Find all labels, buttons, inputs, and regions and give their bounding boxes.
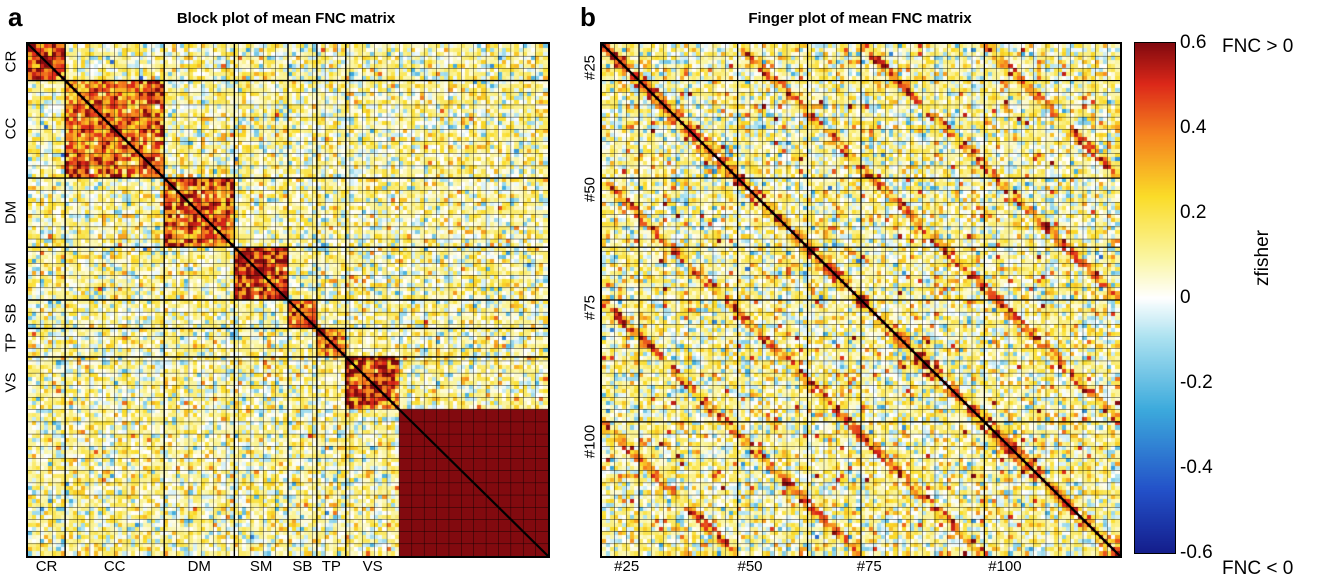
y-tick-label-dm: DM bbox=[2, 200, 20, 224]
colorbar-tick-label: -0.2 bbox=[1180, 372, 1213, 393]
diagonal-line bbox=[602, 44, 1120, 556]
x-tick-label-sm: SM bbox=[249, 558, 273, 575]
finger-x-tick-label: #25 bbox=[614, 558, 640, 575]
colorbar-tick-label: -0.6 bbox=[1180, 542, 1213, 563]
colorbar bbox=[1134, 42, 1176, 554]
colorbar-top-note: FNC > 0 bbox=[1222, 36, 1294, 57]
finger-y-tick-label: #25 bbox=[581, 55, 599, 81]
finger-x-tick-label: #75 bbox=[856, 558, 882, 575]
y-tick-label-cc: CC bbox=[2, 118, 20, 140]
y-tick-label-tp: TP bbox=[2, 332, 20, 352]
block-matrix-overlay bbox=[28, 44, 548, 556]
x-tick-label-sb: SB bbox=[292, 558, 313, 575]
colorbar-tick-label: 0.2 bbox=[1180, 202, 1207, 223]
finger-x-tick-label: #50 bbox=[737, 558, 763, 575]
colorbar-tick-label: -0.4 bbox=[1180, 457, 1213, 478]
colorbar-label: zfisher bbox=[1252, 230, 1273, 286]
colorbar-tick-label: 0.4 bbox=[1180, 117, 1207, 138]
diagonal-line bbox=[28, 44, 548, 556]
finger-x-tick-label: #100 bbox=[988, 558, 1022, 575]
colorbar-tick-label: 0.6 bbox=[1180, 32, 1207, 53]
colorbar-tick-label: 0 bbox=[1180, 287, 1191, 308]
colorbar-gradient bbox=[1135, 43, 1175, 553]
finger-y-tick-label: #100 bbox=[581, 425, 599, 459]
y-tick-label-vs: VS bbox=[2, 372, 20, 393]
x-tick-label-vs: VS bbox=[362, 558, 383, 575]
panel-letter-b: b bbox=[580, 2, 596, 32]
finger-y-tick-label: #50 bbox=[581, 177, 599, 203]
panel-title-b: Finger plot of mean FNC matrix bbox=[748, 10, 972, 27]
y-tick-label-sm: SM bbox=[2, 261, 20, 285]
finger-matrix-heatmap bbox=[600, 42, 1122, 558]
x-tick-label-tp: TP bbox=[321, 558, 341, 575]
finger-y-tick-label: #75 bbox=[581, 295, 599, 321]
y-tick-label-cr: CR bbox=[2, 50, 20, 73]
x-tick-label-cr: CR bbox=[35, 558, 58, 575]
panel-letter-a: a bbox=[8, 2, 23, 32]
block-matrix-heatmap bbox=[26, 42, 550, 558]
finger-matrix-overlay bbox=[602, 44, 1120, 556]
panel-title-a: Block plot of mean FNC matrix bbox=[176, 10, 396, 27]
colorbar-bottom-note: FNC < 0 bbox=[1222, 558, 1294, 579]
x-tick-label-dm: DM bbox=[187, 558, 211, 575]
x-tick-label-cc: CC bbox=[103, 558, 126, 575]
